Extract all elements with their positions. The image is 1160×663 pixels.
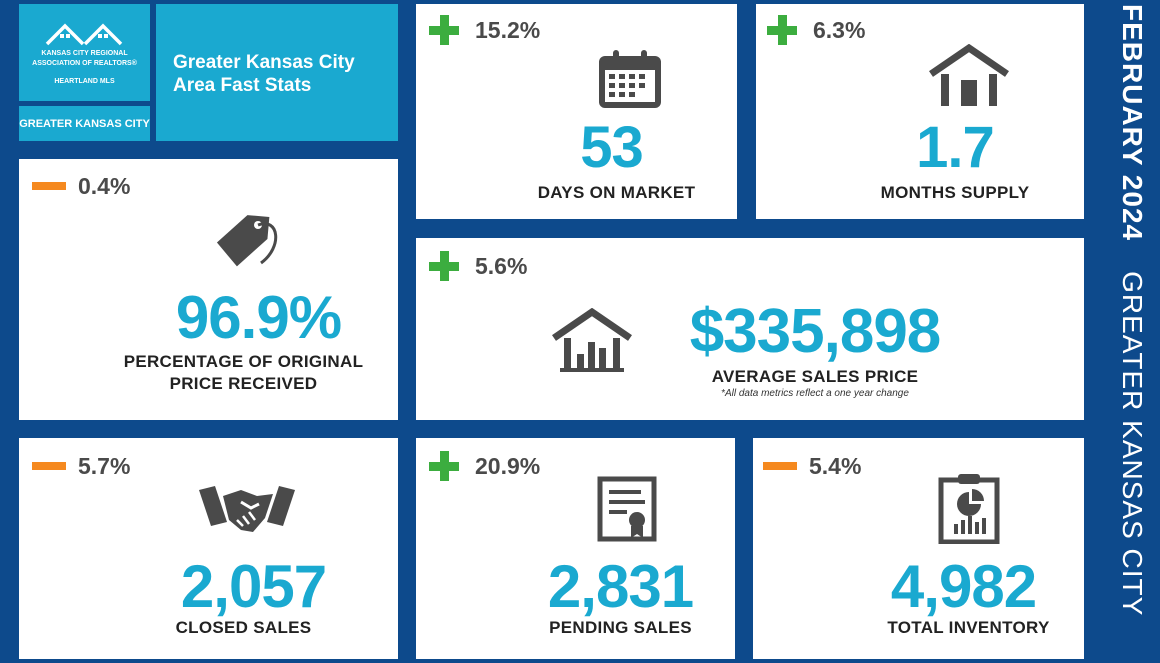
change-value: 15.2% (475, 16, 541, 43)
avg-sales-price-card: 5.6% $335,898 AVERAGE SALES PRICE *All d… (416, 238, 1084, 420)
total-inventory-value: 4,982 (890, 553, 1037, 620)
change-value: 5.7% (78, 452, 131, 479)
pending-sales-card: 20.9% 2,831 PENDING SALES (416, 438, 735, 659)
pending-sales-change: 20.9% (429, 451, 540, 481)
clipboard-chart-icon (938, 474, 1000, 544)
decrease-icon (32, 451, 66, 481)
closed-sales-label: CLOSED SALES (175, 618, 312, 637)
change-value: 6.3% (813, 16, 866, 43)
pending-sales-label: PENDING SALES (549, 618, 692, 637)
increase-icon (429, 15, 459, 45)
title-panel: Greater Kansas City Area Fast Stats (156, 4, 398, 141)
total-inventory-label: TOTAL INVENTORY (887, 618, 1050, 637)
days-on-market-value: 53 (580, 115, 644, 180)
closed-sales-value: 2,057 (180, 553, 327, 620)
region-badge: GREATER KANSAS CITY (19, 106, 150, 141)
side-banner-text: FEBRUARY 2024 GREATER KANSAS CITY (1112, 4, 1152, 616)
page-title-line2: Area Fast Stats (173, 75, 312, 96)
avg-sales-price-value: $335,898 (689, 297, 942, 366)
pct-original-price-label-line2: PRICE RECEIVED (169, 374, 318, 393)
house-icon (929, 44, 1009, 106)
days-on-market-card: 15.2% 53 DAYS ON MARKET (416, 4, 737, 219)
total-inventory-card: 5.4% 4,982 TOTAL INVENTORY (753, 438, 1084, 659)
calendar-icon (599, 50, 661, 108)
change-value: 20.9% (475, 452, 541, 479)
increase-icon (429, 251, 459, 281)
change-value: 0.4% (78, 172, 131, 199)
days-on-market-label: DAYS ON MARKET (537, 183, 696, 202)
change-value: 5.4% (809, 452, 862, 479)
logo-line2: ASSOCIATION OF REALTORS® (32, 60, 137, 67)
pct-original-price-change: 0.4% (32, 171, 130, 201)
logo-panel: KANSAS CITY REGIONAL ASSOCIATION OF REAL… (19, 4, 150, 101)
avg-sales-price-change: 5.6% (429, 251, 527, 281)
logo-line1: KANSAS CITY REGIONAL (41, 50, 128, 57)
pct-original-price-card: 0.4% 96.9% PERCENTAGE OF ORIGINAL PRICE … (19, 159, 398, 420)
increase-icon (429, 451, 459, 481)
months-supply-label: MONTHS SUPPLY (880, 183, 1030, 202)
report-month: FEBRUARY 2024 (1117, 4, 1148, 242)
days-on-market-change: 15.2% (429, 15, 540, 45)
months-supply-value: 1.7 (916, 115, 995, 180)
closed-sales-change: 5.7% (32, 451, 130, 481)
pct-original-price-value: 96.9% (175, 284, 342, 351)
change-value: 5.6% (475, 252, 528, 279)
certificate-icon (597, 476, 657, 542)
region-badge-text: GREATER KANSAS CITY (19, 118, 150, 130)
pending-sales-value: 2,831 (547, 553, 694, 620)
avg-sales-price-label: AVERAGE SALES PRICE (711, 367, 919, 386)
handshake-icon (199, 486, 295, 532)
data-footnote: *All data metrics reflect a one year cha… (721, 388, 909, 399)
months-supply-change: 6.3% (767, 15, 865, 45)
kcrar-logo-icon (45, 23, 123, 46)
logo-line3: HEARTLAND MLS (54, 78, 115, 85)
increase-icon (767, 15, 797, 45)
house-chart-icon (552, 308, 632, 372)
decrease-icon (32, 171, 66, 201)
side-banner: FEBRUARY 2024 GREATER KANSAS CITY (1112, 4, 1152, 659)
report-region: GREATER KANSAS CITY (1117, 271, 1148, 617)
total-inventory-change: 5.4% (763, 451, 861, 481)
pct-original-price-label-line1: PERCENTAGE OF ORIGINAL (123, 352, 364, 371)
price-tag-icon (216, 215, 278, 267)
decrease-icon (763, 451, 797, 481)
page-title-line1: Greater Kansas City (173, 52, 355, 73)
months-supply-card: 6.3% 1.7 MONTHS SUPPLY (756, 4, 1084, 219)
closed-sales-card: 5.7% 2,057 CLOSED SALES (19, 438, 398, 659)
